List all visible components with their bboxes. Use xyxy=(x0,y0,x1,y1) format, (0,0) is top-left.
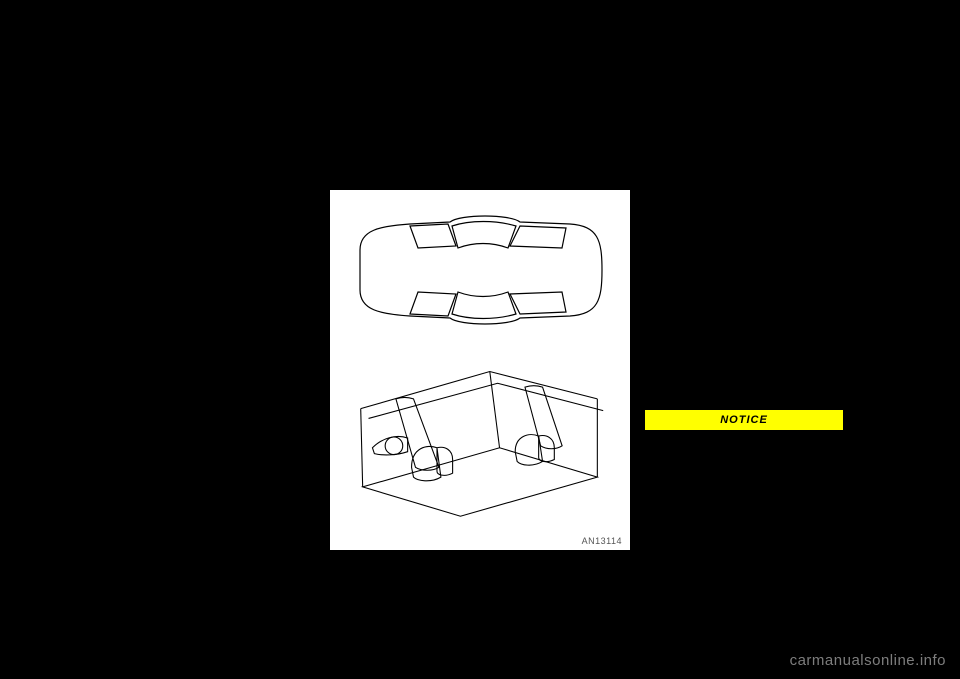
car-side-window-fl xyxy=(410,224,456,248)
figure-interior-view xyxy=(340,350,620,526)
steering-wheel xyxy=(385,437,403,455)
column-middle: AN13114 xyxy=(320,190,640,590)
pillar-a xyxy=(361,409,363,487)
curtain-airbag-near xyxy=(396,397,439,470)
car-rear-glass xyxy=(452,292,516,319)
car-side-window-rl xyxy=(510,226,566,248)
roof-rail-near xyxy=(361,372,598,409)
notice-heading-bar: NOTICE xyxy=(644,409,844,431)
car-top-outline-svg xyxy=(340,200,620,340)
column-left xyxy=(0,190,320,590)
figure-code-label: AN13114 xyxy=(582,536,622,546)
manual-page: AN13114 NOTICE carmanualsonline.info xyxy=(0,0,960,679)
car-windshield xyxy=(452,222,516,249)
car-side-window-fr xyxy=(410,292,456,316)
column-right: NOTICE xyxy=(640,190,960,590)
front-seat xyxy=(412,446,453,480)
roof-rail-far xyxy=(369,383,604,418)
rear-seat xyxy=(515,435,554,466)
car-side-window-rr xyxy=(510,292,566,314)
floor-outline xyxy=(363,448,598,516)
watermark-text: carmanualsonline.info xyxy=(790,652,946,669)
car-interior-svg xyxy=(340,350,620,526)
figure-box: AN13114 xyxy=(330,190,630,550)
figure-top-view xyxy=(340,200,620,340)
content-row: AN13114 NOTICE xyxy=(0,190,960,590)
